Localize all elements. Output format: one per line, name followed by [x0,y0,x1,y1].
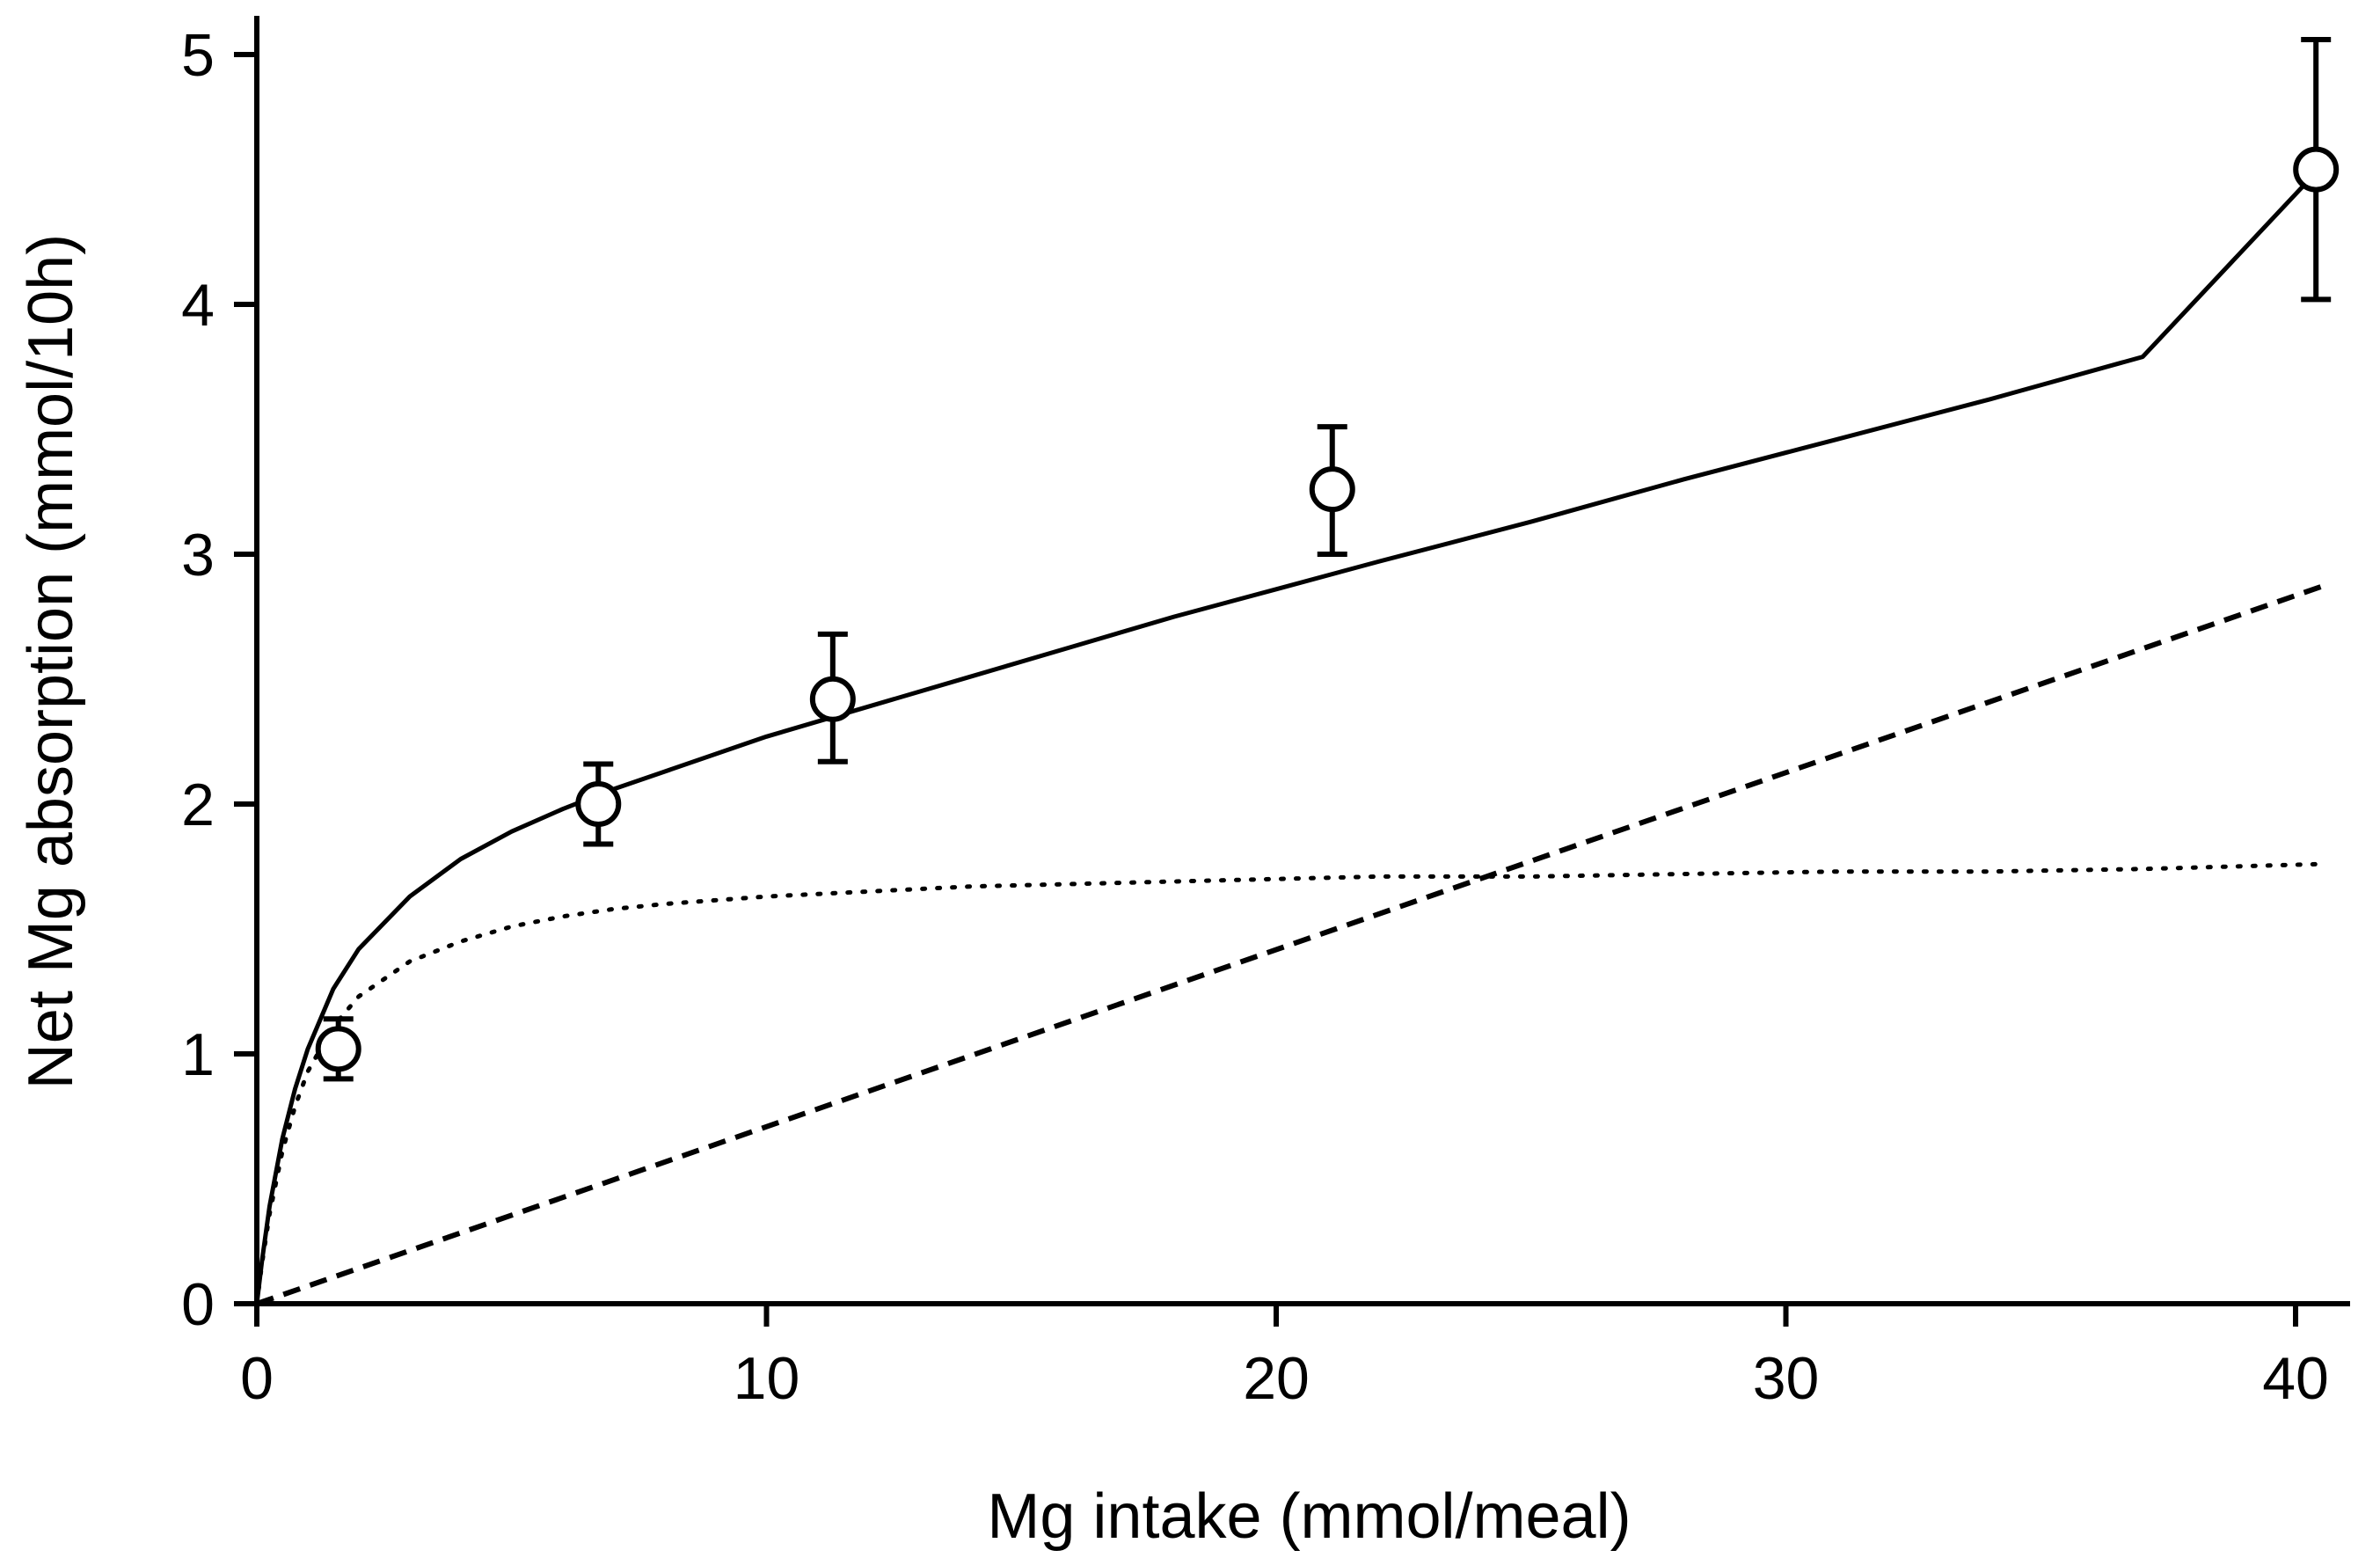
series-line-solid [254,165,2323,1305]
y-tick-label: 0 [181,1271,215,1338]
series-line-dotted [254,861,2324,1306]
x-tick-label: 30 [1753,1345,1820,1412]
data-point [2293,36,2340,303]
data-point [1309,424,1355,557]
data-point-marker [809,676,856,722]
tick-labels: 0 1 2 3 4 5 0 10 20 30 40 [181,22,2329,1412]
y-tick-label: 5 [181,22,215,89]
y-axis-title: Net Mg absorption (mmol/10h) [16,234,86,1089]
x-tick-label: 20 [1243,1345,1310,1412]
data-points [315,36,2340,1082]
y-tick-label: 3 [181,522,215,589]
x-tick-label: 0 [240,1345,274,1412]
x-axis-title: Mg intake (mmol/meal) [987,1481,1631,1552]
x-tick-label: 10 [734,1345,800,1412]
data-point [809,631,856,764]
data-point-marker [2293,146,2340,193]
y-tick-label: 4 [181,272,215,339]
y-tick-label: 2 [181,772,215,838]
data-point-marker [315,1026,361,1072]
axes [234,16,2350,1327]
x-tick-label: 40 [2262,1345,2329,1412]
data-point-marker [1309,466,1355,513]
y-tick-label: 1 [181,1021,215,1088]
series-line-dashed [256,584,2322,1306]
series-layer [254,165,2324,1306]
data-point-marker [575,781,622,827]
data-point [575,761,622,847]
data-point [315,1016,361,1082]
